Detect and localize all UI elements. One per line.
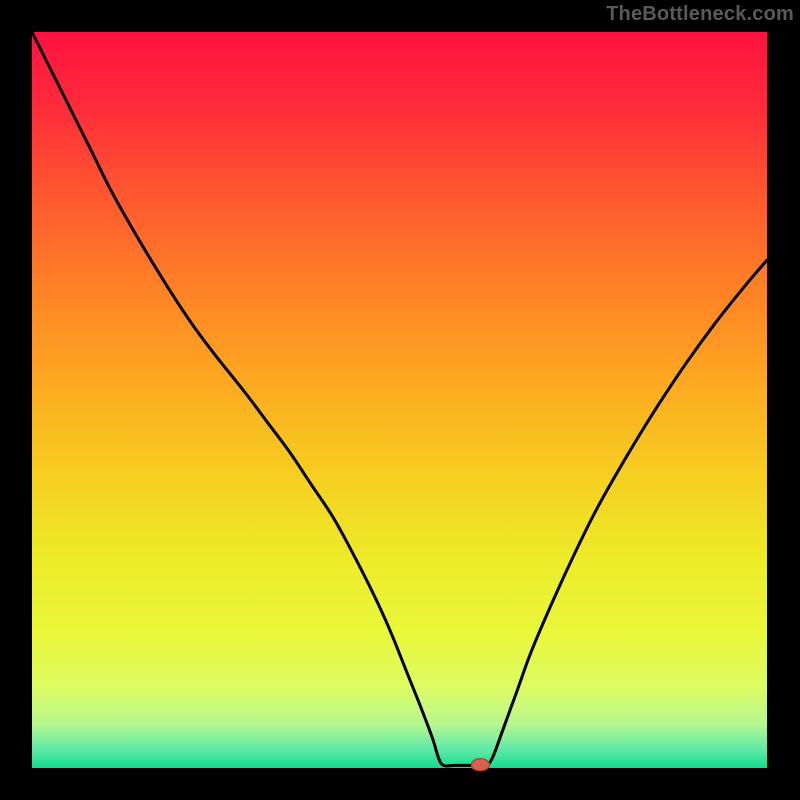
watermark-text: TheBottleneck.com: [606, 3, 794, 26]
bottleneck-chart: [0, 0, 800, 800]
optimal-point-marker: [471, 759, 489, 771]
